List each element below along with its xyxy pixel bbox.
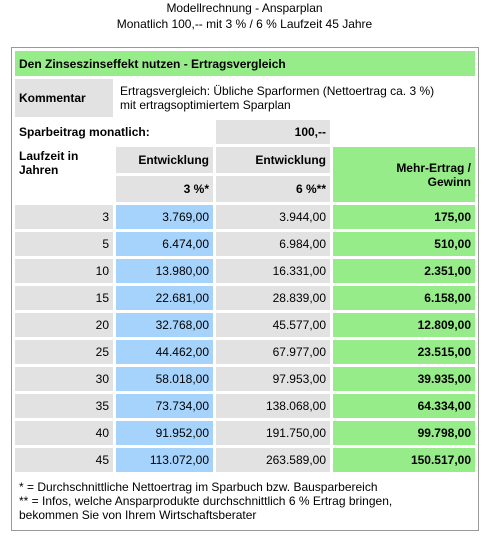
data-row: 15 22.681,00 28.839,00 6.158,00 [15, 286, 475, 310]
cell: 15 [15, 286, 113, 310]
cell: 99.798,00 [333, 421, 475, 445]
cell: 73.734,00 [116, 394, 213, 418]
cell: 91.952,00 [116, 421, 213, 445]
empty-cell [333, 120, 475, 144]
cell: 10 [15, 259, 113, 283]
subtitle: Monatlich 100,-- mit 3 % / 6 % Laufzeit … [116, 17, 373, 31]
data-row: 25 44.462,00 67.977,00 23.515,00 [15, 340, 475, 364]
cell: 45 [15, 448, 113, 472]
data-row: 35 73.734,00 138.068,00 64.334,00 [15, 394, 475, 418]
col-header: Laufzeit in Jahren [15, 147, 113, 202]
cell: 2.351,00 [333, 259, 475, 283]
comment-line: Ertragsvergleich: Übliche Sparformen (Ne… [120, 84, 435, 98]
table: Den Zinseszinseffekt nutzen - Ertragsver… [11, 47, 479, 531]
cell: 138.068,00 [216, 394, 330, 418]
col-subheader: 6 %** [216, 176, 330, 202]
title: Modellrechnung - Ansparplan [166, 1, 323, 15]
comment-label: Kommentar [15, 79, 113, 117]
col-header: Entwicklung [216, 147, 330, 173]
footnotes: * = Durchschnittliche Nettoertrag im Spa… [15, 475, 475, 527]
cell: 28.839,00 [216, 286, 330, 310]
header-line: Mehr-Ertrag / [396, 160, 471, 175]
table-body: 3 3.769,00 3.944,00 175,00 5 6.474,00 6.984,00… [15, 205, 475, 472]
comment-line: mit ertragsoptimiertem Sparplan [120, 98, 291, 112]
cell: 40 [15, 421, 113, 445]
cell: 67.977,00 [216, 340, 330, 364]
col-subheader: 3 %* [116, 176, 213, 202]
cell: 6.158,00 [333, 286, 475, 310]
cell: 191.750,00 [216, 421, 330, 445]
cell: 22.681,00 [116, 286, 213, 310]
data-row: 5 6.474,00 6.984,00 510,00 [15, 232, 475, 256]
footnote: ** = Infos, welche Ansparprodukte durchs… [19, 494, 393, 508]
footnote: bekommen Sie von Ihrem Wirtschaftsberate… [19, 508, 257, 522]
cell: 3.944,00 [216, 205, 330, 229]
data-row: 3 3.769,00 3.944,00 175,00 [15, 205, 475, 229]
cell: 3 [15, 205, 113, 229]
cell: 12.809,00 [333, 313, 475, 337]
cell: 510,00 [333, 232, 475, 256]
data-row: 30 58.018,00 97.953,00 39.935,00 [15, 367, 475, 391]
data-row: 45 113.072,00 263.589,00 150.517,00 [15, 448, 475, 472]
cell: 35 [15, 394, 113, 418]
cell: 97.953,00 [216, 367, 330, 391]
cell: 25 [15, 340, 113, 364]
data-row: 10 13.980,00 16.331,00 2.351,00 [15, 259, 475, 283]
cell: 16.331,00 [216, 259, 330, 283]
cell: 6.984,00 [216, 232, 330, 256]
header-line: Jahren [19, 163, 59, 177]
cell: 64.334,00 [333, 394, 475, 418]
cell: 113.072,00 [116, 448, 213, 472]
caption: Den Zinseszinseffekt nutzen - Ertragsver… [15, 51, 475, 76]
cell: 39.935,00 [333, 367, 475, 391]
savings-value: 100,-- [216, 120, 330, 144]
comment: Ertragsvergleich: Übliche Sparformen (Ne… [116, 79, 475, 117]
cell: 23.515,00 [333, 340, 475, 364]
cell: 30 [15, 367, 113, 391]
col-header: Mehr-Ertrag / Gewinn [333, 147, 475, 202]
cell: 3.769,00 [116, 205, 213, 229]
header-line: Laufzeit in [19, 149, 79, 163]
footnote: * = Durchschnittliche Nettoertrag im Spa… [19, 480, 378, 494]
cell: 45.577,00 [216, 313, 330, 337]
cell: 13.980,00 [116, 259, 213, 283]
cell: 150.517,00 [333, 448, 475, 472]
header-line: Gewinn [427, 174, 471, 189]
cell: 32.768,00 [116, 313, 213, 337]
cell: 44.462,00 [116, 340, 213, 364]
savings-label: Sparbeitrag monatlich: [19, 125, 150, 139]
cell: 263.589,00 [216, 448, 330, 472]
cell: 5 [15, 232, 113, 256]
col-header: Entwicklung [116, 147, 213, 173]
cell: 6.474,00 [116, 232, 213, 256]
cell: 58.018,00 [116, 367, 213, 391]
data-row: 20 32.768,00 45.577,00 12.809,00 [15, 313, 475, 337]
cell: 175,00 [333, 205, 475, 229]
data-row: 40 91.952,00 191.750,00 99.798,00 [15, 421, 475, 445]
cell: 20 [15, 313, 113, 337]
